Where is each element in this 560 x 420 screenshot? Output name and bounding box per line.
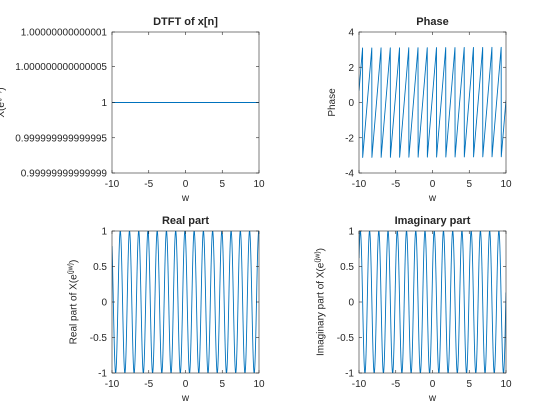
y-tick-label: 1.000000000000005 xyxy=(15,62,107,73)
subplot-1: -10 -5 0 5 10 0.99999999999999 0.9999999999999… xyxy=(0,16,265,204)
x-tick-label: 5 xyxy=(466,379,472,390)
series-line-1 xyxy=(112,231,259,373)
y-axis-label-base: Real part of X(e xyxy=(69,274,80,344)
y-axis-label: Real part of X(e(jw)) xyxy=(68,260,80,345)
chart-title: Phase xyxy=(416,16,448,28)
y-tick-label: -4 xyxy=(345,169,354,180)
x-tick-label: 10 xyxy=(500,179,512,190)
series-line-1 xyxy=(359,231,506,373)
y-axis-label-base: X(e xyxy=(0,102,7,118)
y-axis-label: X(e(jw)) xyxy=(0,87,7,117)
y-tick-label: 0.5 xyxy=(340,262,354,273)
x-tick-label: 0 xyxy=(183,379,189,390)
x-tick-label: -10 xyxy=(352,379,367,390)
y-axis-label-close: ) xyxy=(316,248,327,251)
y-tick-label: 1 xyxy=(101,227,107,238)
y-tick-label: -0.5 xyxy=(90,333,108,344)
chart-title: Imaginary part xyxy=(395,215,471,227)
x-tick-label: 10 xyxy=(253,179,265,190)
y-tick-label: -2 xyxy=(345,133,354,144)
y-tick-label: -1 xyxy=(98,369,107,380)
subplot-4: -10 -5 0 5 10 -1 -0.5 0 0.5 1 Imaginary part w Imagi… xyxy=(315,215,512,404)
y-tick-label: 1 xyxy=(348,227,354,238)
x-tick-label: -5 xyxy=(391,179,400,190)
x-tick-label: -10 xyxy=(105,179,120,190)
y-axis-label: Imaginary part of X(e(jw)) xyxy=(315,248,327,356)
x-tick-label: -10 xyxy=(105,379,120,390)
y-axis-label-close: ) xyxy=(69,260,80,263)
x-tick-label: 5 xyxy=(466,179,472,190)
x-tick-label: 5 xyxy=(219,179,225,190)
x-tick-label: 0 xyxy=(430,179,436,190)
y-tick-label: -0.5 xyxy=(337,333,355,344)
x-tick-label: -5 xyxy=(144,179,153,190)
y-tick-label: 0.999999999999995 xyxy=(15,133,107,144)
y-tick-label: 1.00000000000001 xyxy=(21,28,108,39)
x-tick-label: 0 xyxy=(430,379,436,390)
subplot-2: -10 -5 0 5 10 -4 -2 0 2 4 Phase w Phase xyxy=(327,16,512,204)
series-line-1 xyxy=(359,46,506,158)
x-axis-label: w xyxy=(428,193,437,204)
y-tick-label: 0 xyxy=(101,298,107,309)
y-axis-label-base: Imaginary part of X(e xyxy=(316,262,327,356)
x-tick-label: 0 xyxy=(183,179,189,190)
y-tick-label: 0.5 xyxy=(93,262,107,273)
y-tick-label: 0 xyxy=(348,98,354,109)
x-axis-label: w xyxy=(181,393,190,404)
y-tick-label: 4 xyxy=(348,28,354,39)
subplot-3: -10 -5 0 5 10 -1 -0.5 0 0.5 1 Real part w Real part … xyxy=(68,215,265,404)
y-tick-label: -1 xyxy=(345,369,354,380)
y-tick-label: 0.99999999999999 xyxy=(21,169,108,180)
y-tick-label: 0 xyxy=(348,298,354,309)
y-tick-label: 2 xyxy=(348,63,354,74)
x-tick-label: 10 xyxy=(253,379,265,390)
x-axis-label: w xyxy=(181,193,190,204)
y-axis-label-sup: (jw) xyxy=(315,251,322,262)
y-axis-label-close: ) xyxy=(0,87,7,90)
y-axis-label: Phase xyxy=(327,88,338,117)
x-tick-label: -10 xyxy=(352,179,367,190)
chart-title: DTFT of x[n] xyxy=(153,16,218,28)
y-axis-label-sup: (jw) xyxy=(68,263,75,274)
y-axis-label-sup: (jw) xyxy=(0,91,2,102)
x-axis-label: w xyxy=(428,393,437,404)
x-tick-label: -5 xyxy=(391,379,400,390)
y-tick-label: 1 xyxy=(101,98,107,109)
x-tick-label: 5 xyxy=(219,379,225,390)
x-tick-label: 10 xyxy=(500,379,512,390)
x-tick-label: -5 xyxy=(144,379,153,390)
chart-title: Real part xyxy=(162,215,209,227)
